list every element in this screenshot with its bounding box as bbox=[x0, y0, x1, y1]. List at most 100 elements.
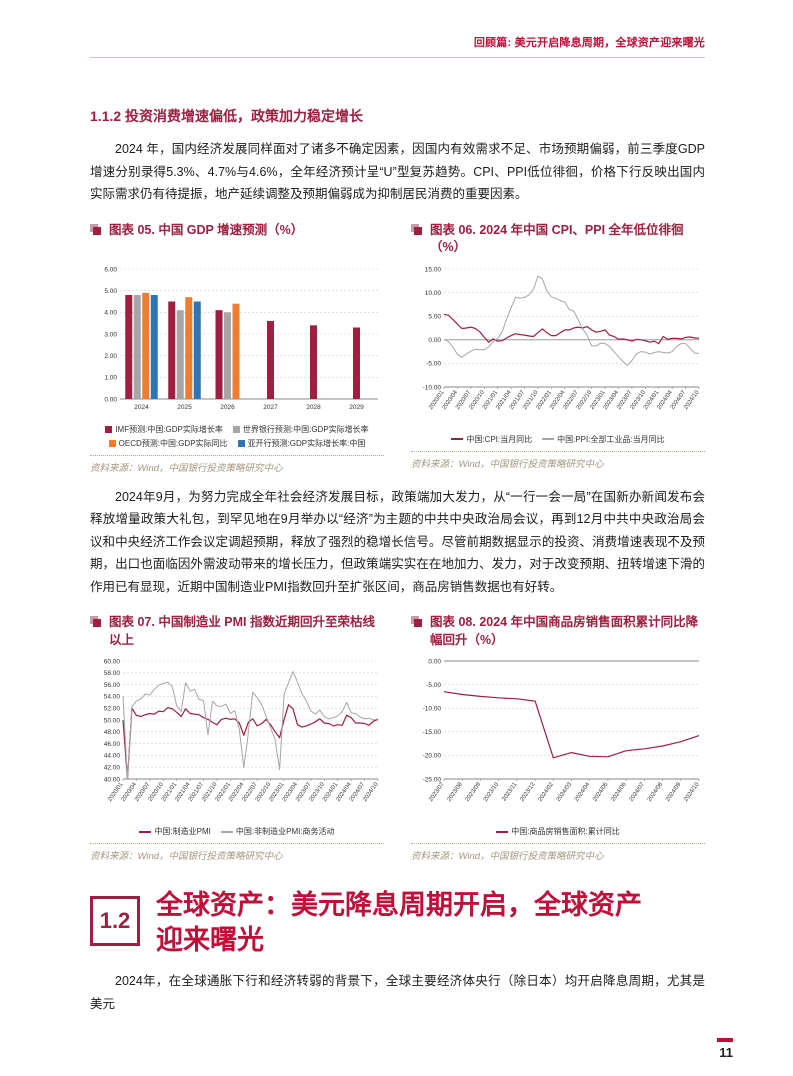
chart-legend: 中国:CPI:当月同比 中国:PPI:全部工业品:当月同比 bbox=[411, 434, 705, 445]
svg-text:58.00: 58.00 bbox=[104, 670, 121, 677]
svg-text:-5.00: -5.00 bbox=[426, 682, 441, 689]
svg-text:60.00: 60.00 bbox=[104, 658, 121, 665]
legend-marker-icon bbox=[232, 425, 240, 433]
svg-text:2024: 2024 bbox=[134, 404, 149, 411]
chart-07-title-row: 图表 07. 中国制造业 PMI 指数近期回升至荣枯线以上 bbox=[90, 614, 384, 651]
chart-bullet-icon bbox=[411, 616, 423, 628]
svg-text:2024/05: 2024/05 bbox=[592, 781, 610, 803]
legend-marker-icon bbox=[139, 830, 152, 833]
chart-legend: 中国:商品房销售面积:累计同比 bbox=[411, 826, 705, 837]
chart-08: 图表 08. 2024 年中国商品房销售面积累计同比降幅回升（%） -25.00… bbox=[411, 614, 705, 862]
svg-text:2026: 2026 bbox=[220, 404, 235, 411]
svg-text:1.00: 1.00 bbox=[104, 374, 117, 381]
svg-text:3.00: 3.00 bbox=[104, 331, 117, 338]
svg-text:15.00: 15.00 bbox=[425, 266, 442, 273]
svg-text:2025: 2025 bbox=[177, 404, 192, 411]
legend-item: OECD预测:中国:GDP实际同比 bbox=[108, 438, 228, 449]
svg-text:2023/12: 2023/12 bbox=[519, 781, 537, 803]
svg-text:2029: 2029 bbox=[349, 404, 364, 411]
svg-text:2024/03: 2024/03 bbox=[556, 781, 574, 803]
svg-text:5.00: 5.00 bbox=[104, 287, 117, 294]
charts-row-1: 图表 05. 中国 GDP 增速预测（%） 0.00 1.00 2.00 3.00 4.… bbox=[90, 222, 705, 474]
page-footer: 11 bbox=[717, 1038, 733, 1060]
footer-accent-bar bbox=[717, 1038, 733, 1042]
section-1-2-title-line1: 全球资产：美元降息周期开启，全球资产 bbox=[156, 890, 642, 920]
svg-text:4.00: 4.00 bbox=[104, 309, 117, 316]
svg-text:2024/09: 2024/09 bbox=[665, 781, 683, 803]
svg-text:46.00: 46.00 bbox=[104, 741, 121, 748]
svg-text:-15.00: -15.00 bbox=[423, 729, 442, 736]
page-number: 11 bbox=[719, 1045, 733, 1060]
chart-06-source: 资料来源：Wind，中国银行投资策略研究中心 bbox=[411, 450, 705, 470]
legend-marker-icon bbox=[105, 425, 113, 433]
section-1-1-2-title: 1.1.2 投资消费增速偏低，政策加力稳定增长 bbox=[90, 108, 364, 124]
svg-text:50.00: 50.00 bbox=[104, 717, 121, 724]
chart-06-title-row: 图表 06. 2024 年中国 CPI、PPI 全年低位徘徊（%） bbox=[411, 222, 705, 259]
svg-text:2023/10: 2023/10 bbox=[483, 781, 501, 803]
paragraph-3: 2024年，在全球通胀下行和经济转弱的背景下，全球主要经济体央行（除日本）均开启… bbox=[90, 974, 705, 1011]
svg-text:6.00: 6.00 bbox=[104, 266, 117, 273]
legend-item: 中国:制造业PMI bbox=[139, 826, 211, 837]
svg-text:2023/11: 2023/11 bbox=[501, 781, 518, 802]
svg-text:54.00: 54.00 bbox=[104, 694, 121, 701]
svg-text:2024/08: 2024/08 bbox=[647, 781, 665, 803]
charts-row-2: 图表 07. 中国制造业 PMI 指数近期回升至荣枯线以上 40.00 42.00… bbox=[90, 614, 705, 862]
svg-text:44.00: 44.00 bbox=[104, 753, 121, 760]
legend-marker-icon bbox=[220, 830, 233, 833]
chart-08-title-row: 图表 08. 2024 年中国商品房销售面积累计同比降幅回升（%） bbox=[411, 614, 705, 651]
paragraph-2: 2024年9月，为努力完成全年社会经济发展目标，政策端加大发力，从“一行一会一局… bbox=[90, 489, 705, 594]
section-1-2-number: 1.2 bbox=[90, 896, 140, 946]
svg-text:10.00: 10.00 bbox=[425, 289, 442, 296]
chart-06-title: 图表 06. 2024 年中国 CPI、PPI 全年低位徘徊（%） bbox=[430, 222, 684, 255]
chart-legend: 中国:制造业PMI 中国:非制造业PMI:商务活动 bbox=[90, 826, 384, 837]
svg-text:2023/07: 2023/07 bbox=[428, 781, 446, 803]
section-1-2-header: 1.2 全球资产：美元降息周期开启，全球资产 迎来曙光 bbox=[90, 888, 705, 958]
svg-text:0.00: 0.00 bbox=[104, 396, 117, 403]
legend-item: 中国:非制造业PMI:商务活动 bbox=[220, 826, 335, 837]
chart-08-title: 图表 08. 2024 年中国商品房销售面积累计同比降幅回升（%） bbox=[430, 615, 699, 647]
chart-06: 图表 06. 2024 年中国 CPI、PPI 全年低位徘徊（%） -10.00… bbox=[411, 222, 705, 474]
paragraph-1: 2024 年，国内经济发展同样面对了诸多不确定因素，因国内有效需求不足、市场预期… bbox=[90, 142, 705, 201]
svg-text:-20.00: -20.00 bbox=[423, 753, 442, 760]
header-rule bbox=[90, 57, 705, 58]
header-title: 回顾篇: 美元开启降息周期，全球资产迎来曙光 bbox=[473, 37, 705, 49]
chart-07-source: 资料来源：Wind，中国银行投资策略研究中心 bbox=[90, 843, 384, 862]
svg-text:-5.00: -5.00 bbox=[426, 360, 441, 367]
chart-05-source: 资料来源：Wind，中国银行投资策略研究中心 bbox=[90, 454, 384, 474]
chart-05-canvas: 0.00 1.00 2.00 3.00 4.00 5.00 6.00 2024 2025 2026… bbox=[90, 261, 384, 449]
svg-text:-10.00: -10.00 bbox=[423, 384, 442, 391]
legend-marker-icon bbox=[451, 438, 464, 440]
section-1-2-title: 全球资产：美元降息周期开启，全球资产 迎来曙光 bbox=[156, 888, 642, 958]
svg-text:0.00: 0.00 bbox=[428, 337, 441, 344]
chart-08-source: 资料来源：Wind，中国银行投资策略研究中心 bbox=[411, 843, 705, 862]
legend-item: 中国:商品房销售面积:累计同比 bbox=[496, 826, 620, 837]
chart-legend: IMF预测:中国:GDP实际增长率 世界银行预测:中国:GDP实际增长率 OECD预… bbox=[90, 424, 384, 449]
chart-08-canvas: -25.00 -20.00 -15.00 -10.00 -5.00 0.00 2023/07… bbox=[411, 653, 705, 837]
svg-text:2023/08: 2023/08 bbox=[446, 781, 464, 803]
page-header: 回顾篇: 美元开启降息周期，全球资产迎来曙光 bbox=[90, 34, 705, 58]
svg-text:40.00: 40.00 bbox=[104, 776, 121, 783]
chart-07-canvas: 40.00 42.00 44.00 46.00 48.00 50.00 52.00 54.00… bbox=[90, 653, 384, 837]
chart-07-title: 图表 07. 中国制造业 PMI 指数近期回升至荣枯线以上 bbox=[109, 615, 375, 647]
svg-text:2023/09: 2023/09 bbox=[465, 781, 483, 803]
svg-text:2.00: 2.00 bbox=[104, 352, 117, 359]
chart-bullet-icon bbox=[90, 223, 102, 236]
chart-05-title: 图表 05. 中国 GDP 增速预测（%） bbox=[109, 222, 304, 237]
legend-item: 世界银行预测:中国:GDP实际增长率 bbox=[232, 424, 369, 435]
svg-text:2024/04: 2024/04 bbox=[574, 781, 592, 803]
legend-marker-icon bbox=[496, 830, 509, 833]
svg-text:2024/02: 2024/02 bbox=[538, 781, 556, 803]
svg-text:2024/07: 2024/07 bbox=[629, 781, 647, 803]
chart-05-title-row: 图表 05. 中国 GDP 增速预测（%） bbox=[90, 222, 384, 259]
legend-item: 亚开行预测:GDP实际增长率:中国 bbox=[237, 438, 365, 449]
svg-text:48.00: 48.00 bbox=[104, 729, 121, 736]
svg-text:42.00: 42.00 bbox=[104, 765, 121, 772]
svg-text:5.00: 5.00 bbox=[428, 313, 441, 320]
svg-text:0.00: 0.00 bbox=[428, 658, 441, 665]
legend-item: 中国:PPI:全部工业品:当月同比 bbox=[542, 434, 665, 445]
svg-text:2024/06: 2024/06 bbox=[610, 781, 628, 803]
legend-marker-icon bbox=[237, 439, 245, 447]
legend-marker-icon bbox=[542, 438, 555, 440]
chart-05: 图表 05. 中国 GDP 增速预测（%） 0.00 1.00 2.00 3.00 4.… bbox=[90, 222, 384, 474]
